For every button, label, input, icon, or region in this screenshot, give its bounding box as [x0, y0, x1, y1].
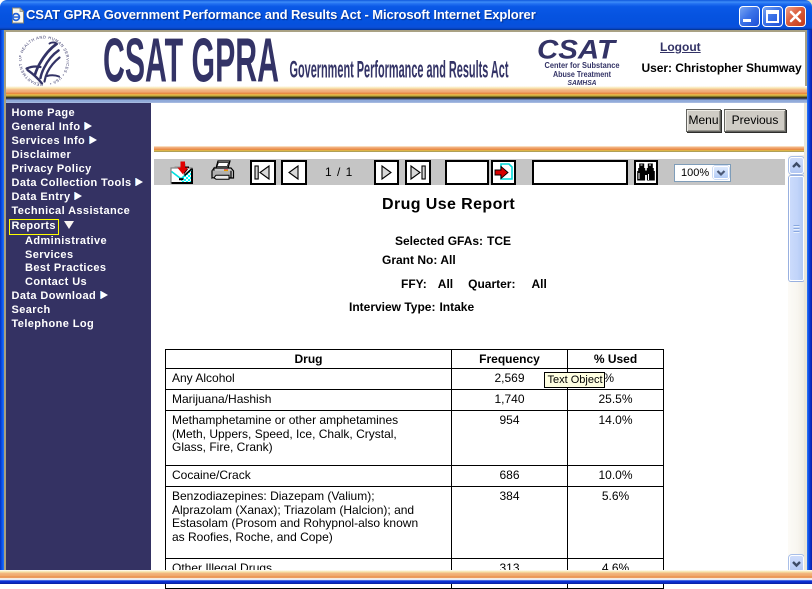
svg-text:CSAT: CSAT [537, 35, 618, 65]
svg-text:SAMHSA: SAMHSA [568, 78, 597, 87]
svg-text:Government Performance and Res: Government Performance and Results Act [290, 57, 509, 84]
svg-text:CSAT GPRA: CSAT GPRA [104, 34, 279, 88]
svg-text:Center for Substance: Center for Substance [545, 61, 621, 70]
svg-text:Abuse Treatment: Abuse Treatment [553, 70, 611, 79]
